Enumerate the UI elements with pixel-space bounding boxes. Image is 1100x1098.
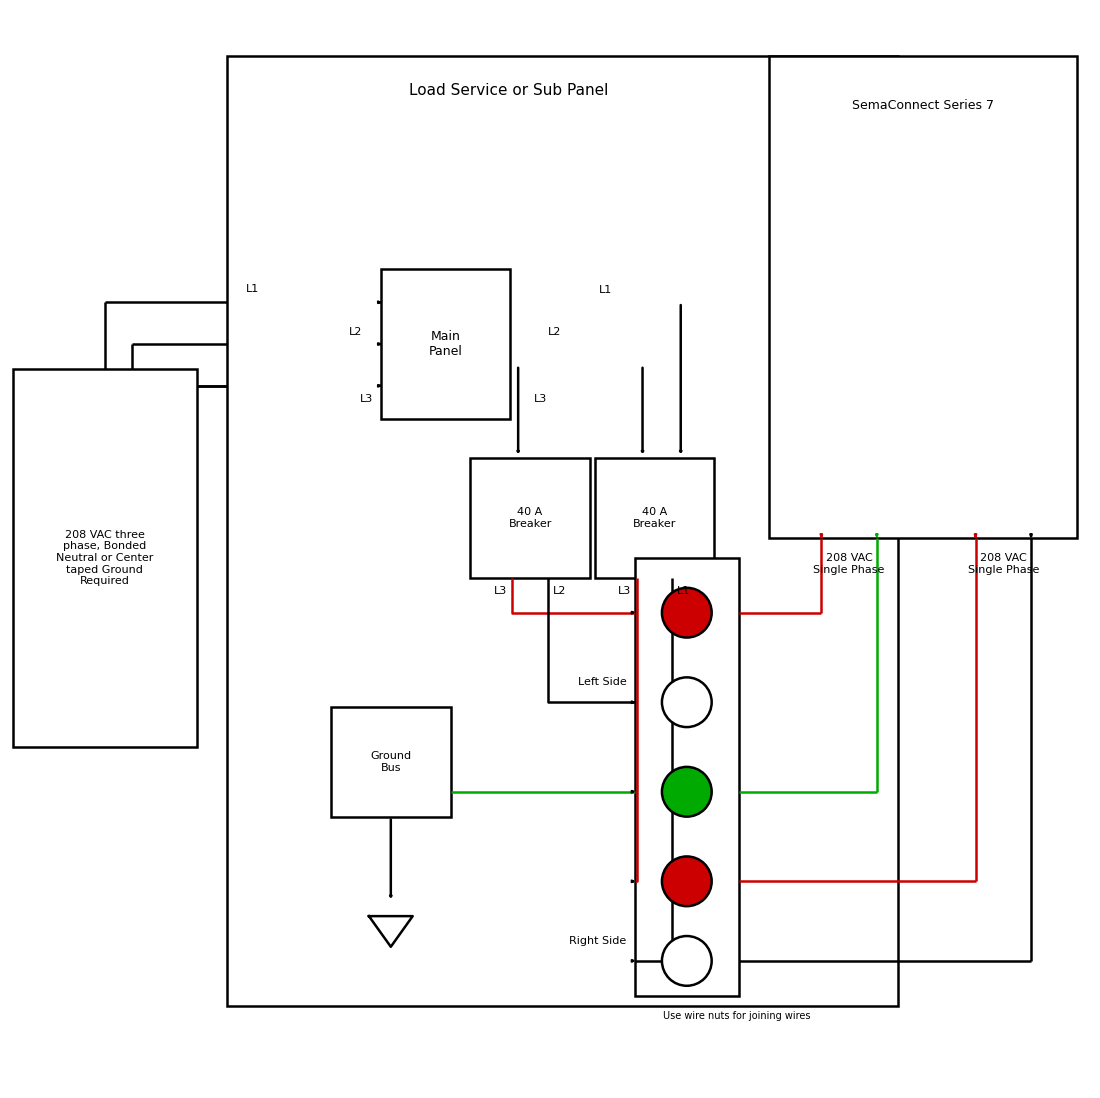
Text: L2: L2 xyxy=(350,327,363,337)
Bar xyxy=(635,558,739,996)
Bar xyxy=(381,269,510,418)
Bar xyxy=(595,459,714,578)
Text: Right Side: Right Side xyxy=(570,935,627,946)
Bar xyxy=(331,707,451,817)
Circle shape xyxy=(662,677,712,727)
Text: 40 A
Breaker: 40 A Breaker xyxy=(508,507,552,529)
Text: 208 VAC
Single Phase: 208 VAC Single Phase xyxy=(968,553,1040,574)
Circle shape xyxy=(662,766,712,817)
Text: Load Service or Sub Panel: Load Service or Sub Panel xyxy=(409,82,608,98)
Circle shape xyxy=(662,856,712,906)
Bar xyxy=(227,56,899,1006)
Circle shape xyxy=(662,935,712,986)
Text: 208 VAC three
phase, Bonded
Neutral or Center
taped Ground
Required: 208 VAC three phase, Bonded Neutral or C… xyxy=(56,529,154,586)
Bar xyxy=(769,56,1077,538)
Text: L2: L2 xyxy=(548,327,562,337)
Text: L1: L1 xyxy=(246,284,260,294)
Text: 40 A
Breaker: 40 A Breaker xyxy=(632,507,676,529)
Text: SemaConnect Series 7: SemaConnect Series 7 xyxy=(852,99,994,112)
Text: L3: L3 xyxy=(360,394,373,404)
Text: Use wire nuts for joining wires: Use wire nuts for joining wires xyxy=(663,1010,811,1021)
Text: L3: L3 xyxy=(534,394,547,404)
Text: L1: L1 xyxy=(678,586,691,596)
Bar xyxy=(471,459,590,578)
Text: L2: L2 xyxy=(553,586,566,596)
Text: L1: L1 xyxy=(598,285,612,295)
Text: Left Side: Left Side xyxy=(578,677,627,687)
Text: L3: L3 xyxy=(618,586,631,596)
Text: 208 VAC
Single Phase: 208 VAC Single Phase xyxy=(813,553,884,574)
Bar xyxy=(13,369,197,747)
Circle shape xyxy=(662,587,712,638)
Text: L3: L3 xyxy=(494,586,507,596)
Text: Ground
Bus: Ground Bus xyxy=(371,751,411,773)
Text: Main
Panel: Main Panel xyxy=(429,330,462,358)
